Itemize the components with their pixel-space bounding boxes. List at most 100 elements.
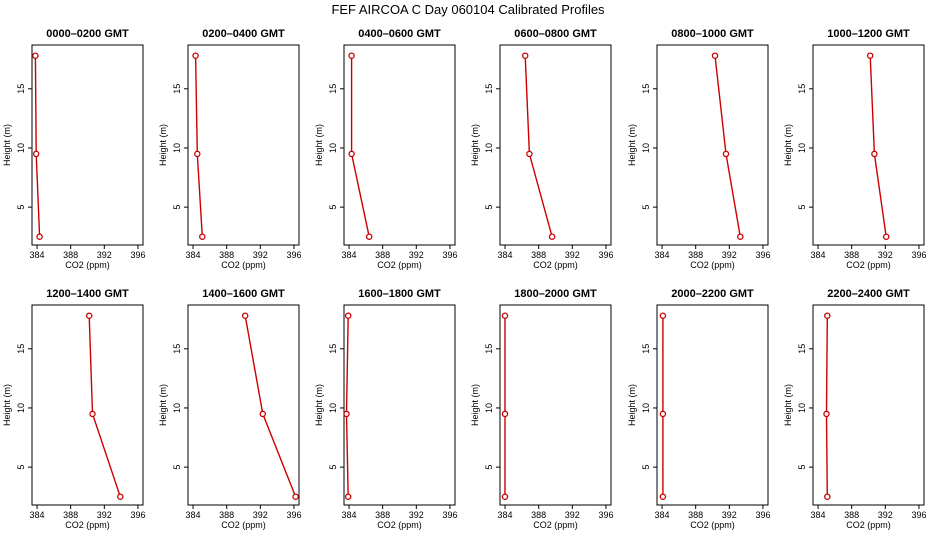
x-tick-label: 396 xyxy=(130,250,145,260)
y-tick-label: 10 xyxy=(16,403,26,413)
y-tick-label: 15 xyxy=(328,84,338,94)
y-tick-label: 15 xyxy=(16,344,26,354)
y-tick-label: 5 xyxy=(16,205,26,210)
profile-point xyxy=(711,52,719,59)
y-tick-label: 10 xyxy=(16,143,26,153)
profile-point xyxy=(659,493,667,500)
x-tick-label: 396 xyxy=(442,250,457,260)
y-tick-label: 10 xyxy=(484,143,494,153)
profile-line xyxy=(524,55,553,237)
y-tick-label: 10 xyxy=(641,143,651,153)
x-tick-label: 384 xyxy=(655,510,670,520)
y-axis-label: Height (m) xyxy=(627,124,637,166)
x-tick-label: 388 xyxy=(844,510,859,520)
x-axis-label: CO2 (ppm) xyxy=(846,520,891,530)
x-tick-label: 396 xyxy=(598,510,613,520)
x-axis-label: CO2 (ppm) xyxy=(533,520,578,530)
profile-point xyxy=(348,52,355,59)
profile-point xyxy=(194,150,201,158)
y-tick-label: 15 xyxy=(172,344,182,354)
x-tick-label: 392 xyxy=(878,250,893,260)
y-axis-label: Height (m) xyxy=(314,124,324,166)
plot-frame xyxy=(499,304,612,506)
plot-frame xyxy=(812,304,925,506)
y-tick-label: 5 xyxy=(328,205,338,210)
x-tick-label: 388 xyxy=(688,250,703,260)
profile-point xyxy=(501,312,509,319)
plot-frame xyxy=(31,304,144,506)
plot-frame xyxy=(656,304,769,506)
plot-frame xyxy=(656,44,769,246)
profile-point xyxy=(117,493,124,500)
profile-point xyxy=(737,233,744,240)
x-tick-label: 384 xyxy=(186,510,201,520)
panel-title: 0000–0200 GMT xyxy=(46,28,129,40)
profile-point xyxy=(192,52,199,59)
profile-line xyxy=(34,55,41,237)
x-tick-label: 392 xyxy=(253,250,268,260)
x-tick-label: 384 xyxy=(498,250,513,260)
profile-line xyxy=(244,315,297,497)
y-tick-label: 5 xyxy=(484,465,494,470)
x-tick-label: 392 xyxy=(565,510,580,520)
y-tick-label: 5 xyxy=(484,205,494,210)
panel-title: 0800–1000 GMT xyxy=(671,28,754,40)
panel-title: 0200–0400 GMT xyxy=(202,28,285,40)
x-axis-label: CO2 (ppm) xyxy=(690,260,735,270)
profile-point xyxy=(85,312,93,319)
y-tick-label: 10 xyxy=(328,403,338,413)
y-tick-label: 15 xyxy=(172,84,182,94)
x-tick-label: 392 xyxy=(253,510,268,520)
y-axis-label: Height (m) xyxy=(783,124,793,166)
x-tick-label: 388 xyxy=(219,510,234,520)
x-tick-label: 384 xyxy=(811,250,826,260)
profile-point xyxy=(526,150,533,158)
y-tick-label: 10 xyxy=(797,143,807,153)
x-axis-label: CO2 (ppm) xyxy=(221,260,266,270)
profile-point xyxy=(344,312,352,319)
profile-line xyxy=(194,55,203,237)
y-tick-label: 10 xyxy=(641,403,651,413)
panel-title: 1800–2000 GMT xyxy=(514,288,597,300)
profile-point xyxy=(866,52,874,59)
profile-point xyxy=(823,410,830,418)
panel-title: 0400–0600 GMT xyxy=(358,28,441,40)
y-tick-label: 5 xyxy=(641,205,651,210)
x-tick-label: 396 xyxy=(130,510,145,520)
y-axis-label: Height (m) xyxy=(158,384,168,426)
x-tick-label: 384 xyxy=(342,510,357,520)
profile-point xyxy=(659,312,667,319)
profile-point xyxy=(32,150,40,158)
x-tick-label: 388 xyxy=(375,510,390,520)
y-tick-label: 10 xyxy=(172,143,182,153)
y-axis-label: Height (m) xyxy=(470,384,480,426)
profile-line xyxy=(345,315,349,497)
x-axis-label: CO2 (ppm) xyxy=(377,520,422,530)
x-tick-label: 392 xyxy=(97,250,112,260)
y-tick-label: 10 xyxy=(172,403,182,413)
x-tick-label: 384 xyxy=(30,510,45,520)
x-tick-label: 388 xyxy=(531,250,546,260)
panel-title: 1600–1800 GMT xyxy=(358,288,441,300)
x-tick-label: 388 xyxy=(688,510,703,520)
profile-point xyxy=(32,52,39,59)
y-tick-label: 15 xyxy=(641,344,651,354)
x-tick-label: 392 xyxy=(565,250,580,260)
figure-title: FEF AIRCOA C Day 060104 Calibrated Profi… xyxy=(331,2,605,17)
plot-frame xyxy=(31,44,144,246)
y-tick-label: 15 xyxy=(797,84,807,94)
profile-point xyxy=(36,233,43,240)
profile-point xyxy=(722,150,730,158)
x-tick-label: 388 xyxy=(63,510,78,520)
panel-title: 0600–0800 GMT xyxy=(514,28,597,40)
x-tick-label: 388 xyxy=(844,250,859,260)
x-tick-label: 392 xyxy=(409,510,424,520)
y-axis-label: Height (m) xyxy=(314,384,324,426)
profile-point xyxy=(659,410,667,418)
y-tick-label: 5 xyxy=(797,465,807,470)
y-axis-label: Height (m) xyxy=(158,124,168,166)
x-axis-label: CO2 (ppm) xyxy=(65,260,110,270)
profile-point xyxy=(343,410,350,418)
profile-point xyxy=(824,312,831,319)
